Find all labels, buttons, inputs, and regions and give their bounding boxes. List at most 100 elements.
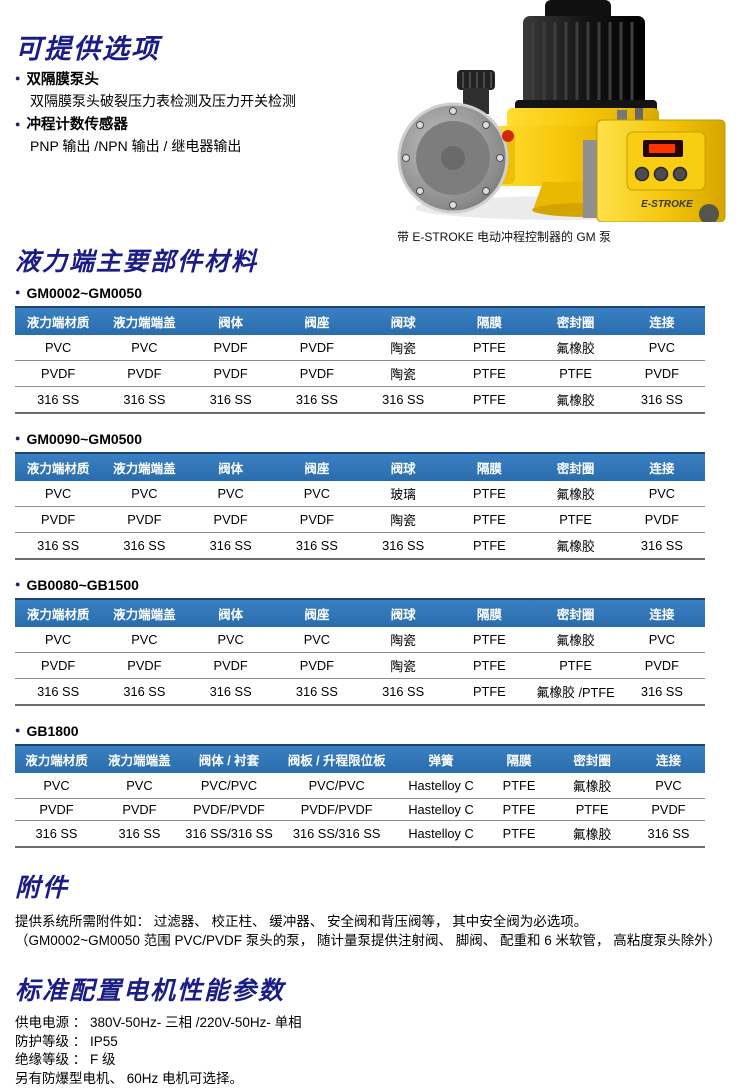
table-cell: 316 SS (15, 531, 102, 560)
table-cell: PVC (273, 626, 360, 653)
table-group-title: ● GM0002~GM0050 (15, 285, 735, 301)
table-cell: PVDF (187, 651, 274, 679)
table-cell: PVC (631, 772, 705, 799)
bullet-icon: ● (15, 432, 21, 443)
table-cell: PVDF (101, 359, 188, 387)
column-header: 隔膜 (446, 597, 533, 627)
table-cell: 氟橡胶 (532, 480, 619, 507)
table-cell: PVDF (15, 359, 102, 387)
table-cell: 氟橡胶 (532, 531, 619, 560)
table-cell: 玻璃 (360, 480, 447, 507)
model-range-label: GB0080~GB1500 (26, 576, 139, 593)
table-cell: PTFE (446, 626, 533, 653)
column-header: 液力端端盖 (97, 743, 181, 773)
bullet-icon: ● (15, 73, 21, 84)
column-header: 阀座 (273, 597, 360, 627)
column-header: 液力端端盖 (101, 451, 188, 481)
column-header: 阀球 (360, 305, 447, 335)
column-header: 阀体 (187, 597, 274, 627)
material-table-group-gm0090: ● GM0090~GM0500 液力端材质 液力端端盖 阀体 阀座 阀球 隔膜 密封圈 连接 P… (15, 431, 735, 560)
table-row: PVDF PVDF PVDF PVDF 陶瓷 PTFE PTFE PVDF (15, 651, 705, 679)
options-section: 可提供选项 ● 双隔膜泵头 双隔膜泵头破裂压力表检测及压力开关检测 ● 冲程计数… (15, 0, 735, 244)
options-title: 可提供选项 (15, 34, 160, 64)
accessories-section: 附件 提供系统所需附件如： 过滤器、 校正柱、 缓冲器、 安全阀和背压阀等， 其… (15, 874, 735, 951)
table-cell: PTFE (552, 797, 632, 821)
table-cell: 氟橡胶 (532, 334, 619, 361)
material-table-group-gb1800: ● GB1800 液力端材质 液力端端盖 阀体 / 衬套 阀板 / 升程限位板 弹簧 隔膜… (15, 723, 735, 848)
table-cell: 316 SS (631, 819, 705, 848)
table-cell: PVC (618, 626, 705, 653)
table-group-title: ● GB0080~GB1500 (15, 577, 735, 593)
table-cell: PVDF (15, 797, 98, 821)
column-header: 密封圈 (552, 743, 632, 773)
pump-illustration: E-STROKE (397, 0, 726, 224)
table-cell: 316 SS/316 SS (180, 819, 278, 848)
table-group-title: ● GM0090~GM0500 (15, 431, 735, 447)
table-row: 316 SS 316 SS 316 SS 316 SS 316 SS PTFE 氟橡胶 316… (15, 385, 705, 414)
accessories-text-line: 提供系统所需附件如： 过滤器、 校正柱、 缓冲器、 安全阀和背压阀等， 其中安全… (15, 913, 588, 929)
table-cell: PVC (187, 480, 274, 507)
table-cell: PVC (101, 334, 188, 361)
table-cell: 陶瓷 (360, 359, 447, 387)
column-header: 液力端端盖 (101, 305, 188, 335)
column-header: 阀球 (360, 451, 447, 481)
materials-table: 液力端材质 液力端端盖 阀体 阀座 阀球 隔膜 密封圈 连接 PVC PVC PVC PVC 陶瓷 PTF… (15, 597, 705, 706)
accessories-text-line: （GM0002~GM0050 范围 PVC/PVDF 泵头的泵， 随计量泵提供注… (15, 933, 722, 949)
motor-spec-line: 绝缘等级 ： F 级 (15, 1052, 116, 1068)
table-cell: 陶瓷 (360, 626, 447, 653)
table-cell: 316 SS (360, 677, 447, 706)
table-cell: 氟橡胶 (552, 772, 632, 799)
table-cell: 316 SS (15, 385, 102, 414)
table-cell: 氟橡胶 (532, 385, 619, 414)
table-cell: 316 SS (273, 677, 360, 706)
column-header: 阀体 / 衬套 (180, 743, 278, 773)
table-cell: PVC (97, 772, 181, 799)
table-cell: 316 SS (101, 531, 188, 560)
column-header: 密封圈 (532, 597, 619, 627)
table-cell: 316 SS (273, 385, 360, 414)
pump-caption: 带 E-STROKE 电动冲程控制器的 GM 泵 (397, 230, 612, 244)
column-header: 阀体 (187, 305, 274, 335)
table-row: 316 SS 316 SS 316 SS 316 SS 316 SS PTFE 氟橡胶 316… (15, 531, 705, 560)
table-cell: 316 SS (187, 677, 274, 706)
table-cell: PTFE (485, 819, 553, 848)
motor-parameters-title: 标准配置电机性能参数 (15, 976, 286, 1005)
material-table-group-gm0002: ● GM0002~GM0050 液力端材质 液力端端盖 阀体 阀座 阀球 隔膜 密封圈 连接 P… (15, 285, 735, 414)
column-header: 阀座 (273, 451, 360, 481)
table-cell: PTFE (446, 677, 533, 706)
table-cell: PVDF (97, 797, 181, 821)
table-cell: PVDF (273, 359, 360, 387)
table-cell: 316 SS (15, 819, 98, 848)
table-cell: PTFE (446, 531, 533, 560)
table-cell: PVDF (618, 359, 705, 387)
table-cell: PVC/PVC (180, 772, 278, 799)
table-cell: PVDF (15, 651, 102, 679)
table-cell: 陶瓷 (360, 651, 447, 679)
table-cell: PVDF (618, 505, 705, 533)
model-range-label: GM0002~GM0050 (26, 284, 143, 301)
table-cell: 316 SS (101, 677, 188, 706)
table-cell: PTFE (532, 505, 619, 533)
table-cell: PVDF (187, 334, 274, 361)
table-cell: PVC (15, 480, 102, 507)
table-cell: PVDF (101, 505, 188, 533)
column-header: 弹簧 (396, 743, 486, 773)
table-cell: 316 SS (187, 385, 274, 414)
table-cell: PTFE (485, 797, 553, 821)
table-cell: PVDF (273, 334, 360, 361)
table-cell: Hastelloy C (396, 797, 486, 821)
table-cell: 316 SS (360, 531, 447, 560)
table-cell: PVC (15, 334, 102, 361)
column-header: 隔膜 (446, 305, 533, 335)
table-cell: 陶瓷 (360, 334, 447, 361)
table-cell: 氟橡胶 /PTFE (532, 677, 619, 706)
table-row: 316 SS 316 SS 316 SS 316 SS 316 SS PTFE 氟橡胶 /P… (15, 677, 705, 706)
table-cell: Hastelloy C (396, 819, 486, 848)
table-cell: 316 SS (618, 385, 705, 414)
material-table-group-gb0080: ● GB0080~GB1500 液力端材质 液力端端盖 阀体 阀座 阀球 隔膜 密封圈 连接 P… (15, 577, 735, 706)
option-label: 冲程计数传感器 (26, 117, 128, 134)
accessories-title: 附件 (15, 873, 70, 902)
table-cell: 氟橡胶 (552, 819, 632, 848)
table-cell: 316 SS (97, 819, 181, 848)
table-cell: 316 SS (618, 531, 705, 560)
